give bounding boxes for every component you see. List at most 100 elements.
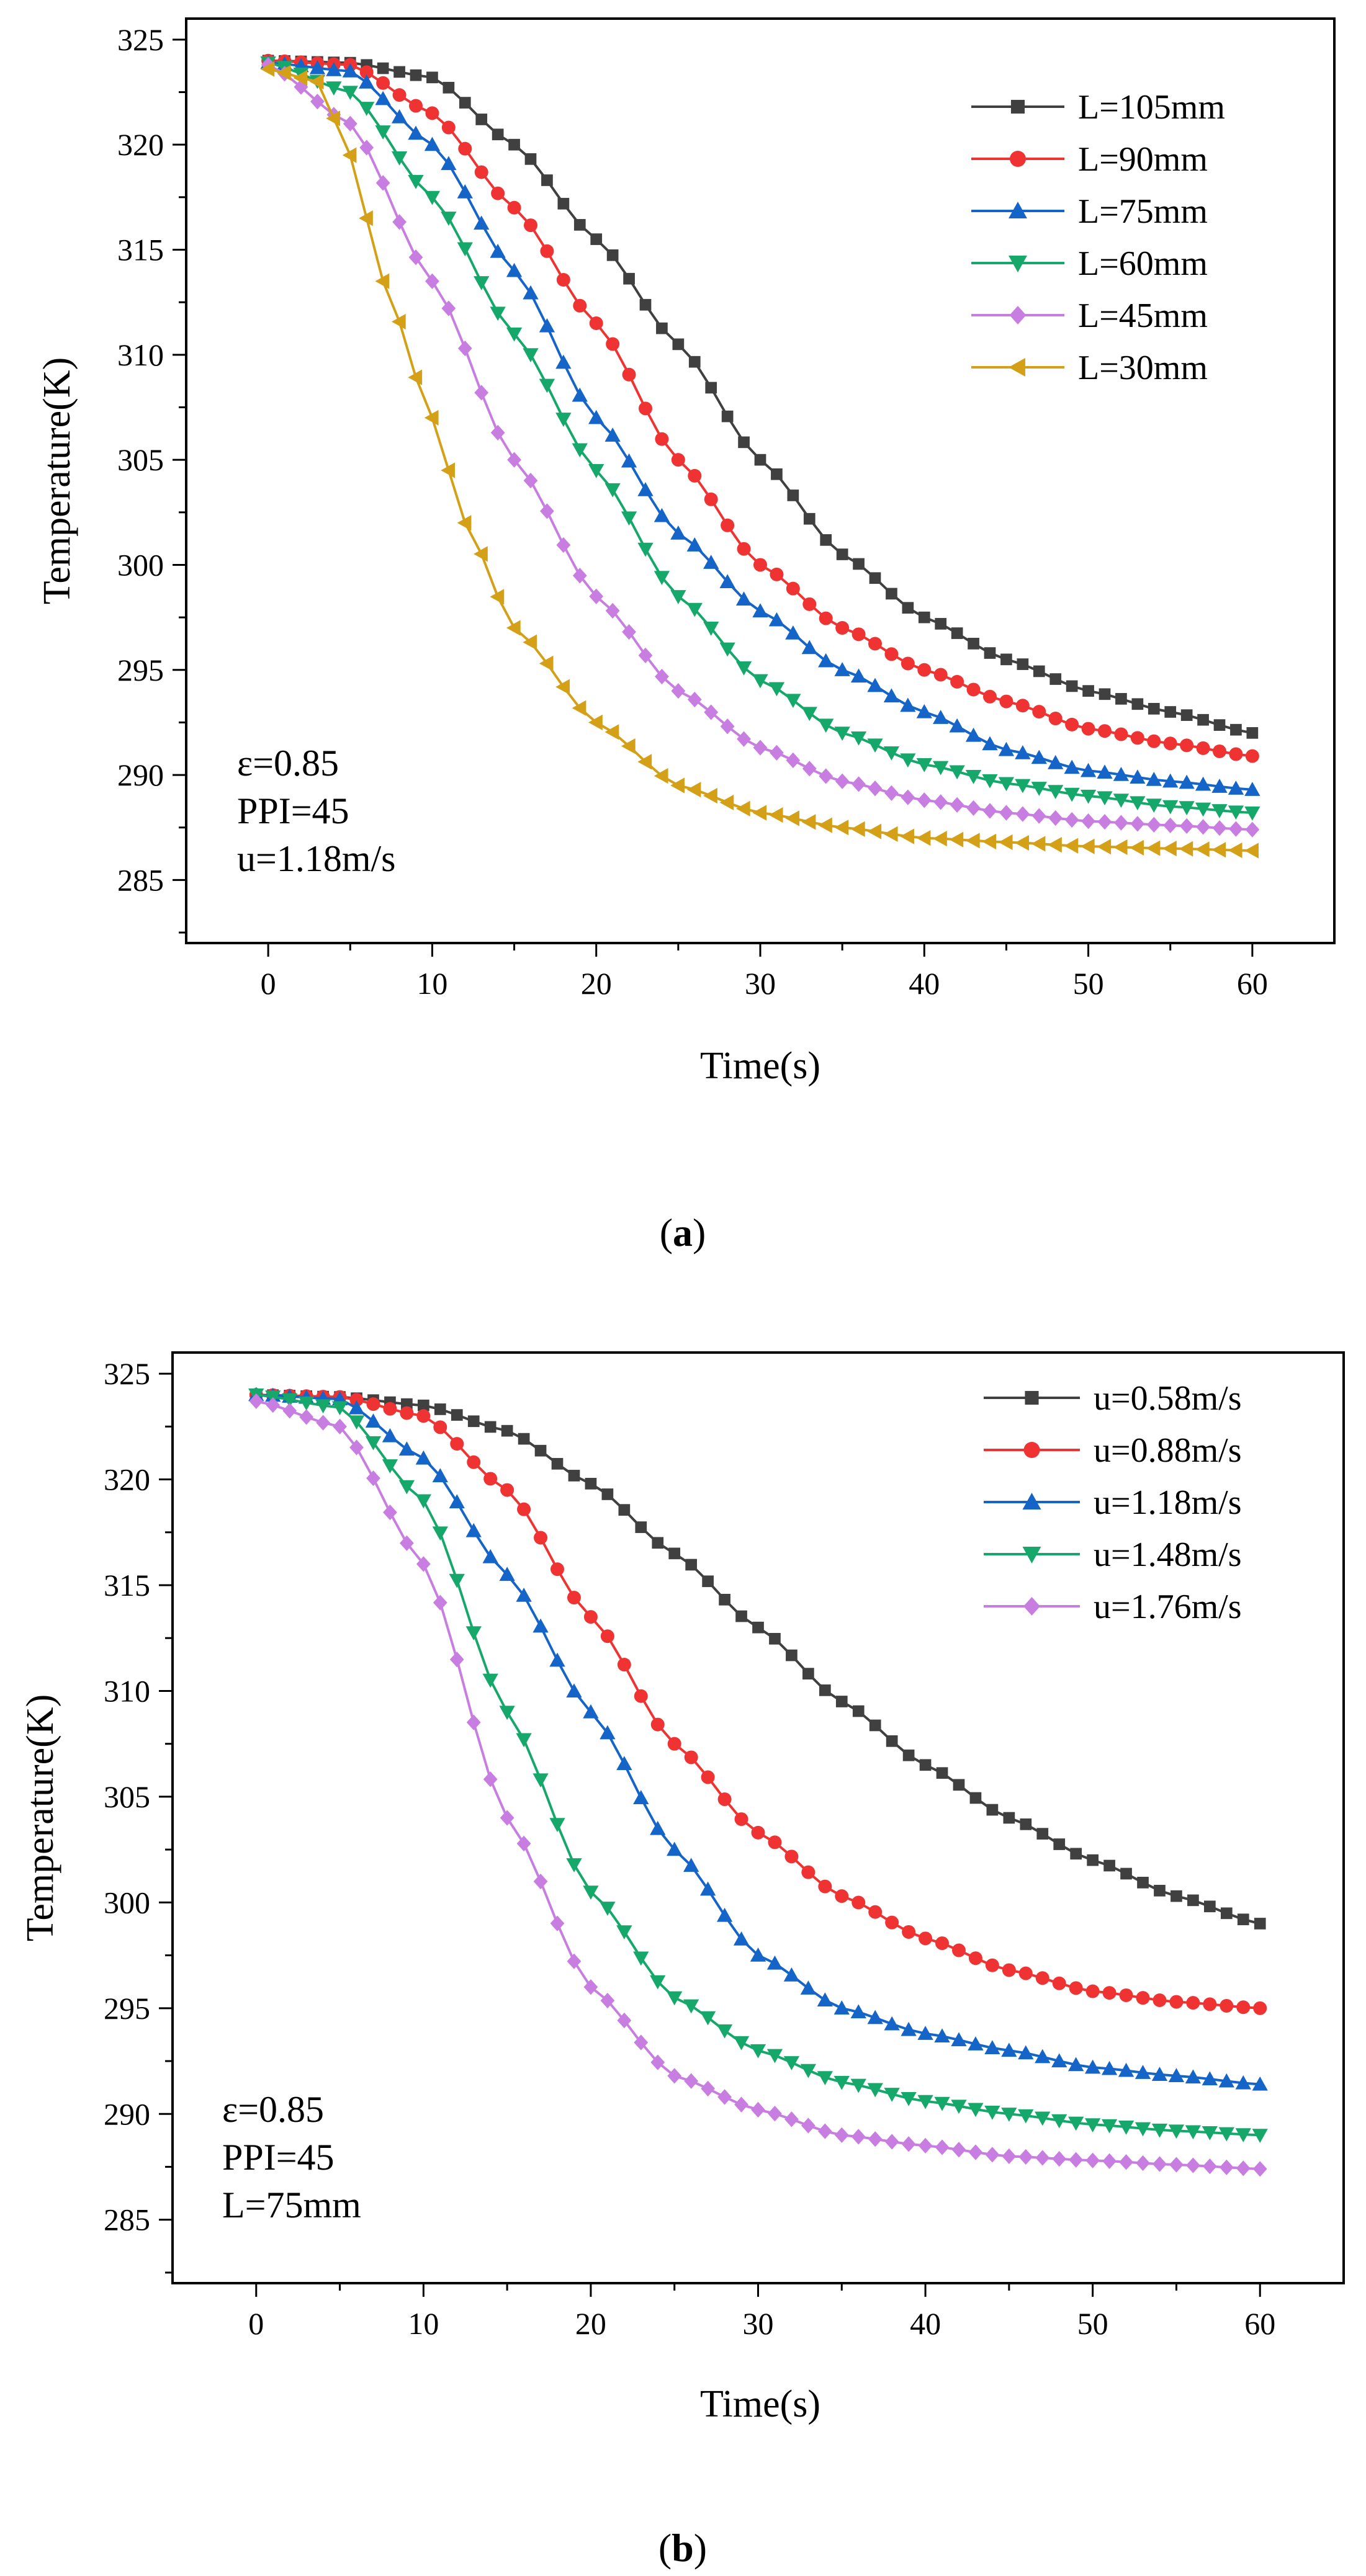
legend-a: L=105mm L=90mm L=75mm L=60mm L=45mm L=30mm — [971, 88, 1225, 387]
data-point — [490, 243, 506, 258]
data-point — [342, 63, 358, 78]
data-point — [867, 678, 883, 692]
data-point — [1048, 785, 1064, 799]
y-tick-label: 290 — [104, 2096, 150, 2131]
data-point — [754, 454, 766, 466]
data-point — [1185, 2069, 1202, 2084]
legend-label: u=1.48m/s — [1094, 1536, 1242, 1574]
data-point — [717, 1792, 732, 1807]
data-point — [383, 1402, 397, 1416]
data-point — [999, 694, 1013, 709]
data-point — [1253, 2001, 1267, 2015]
data-point — [1015, 699, 1030, 713]
data-point — [516, 1835, 531, 1852]
data-point — [884, 2088, 900, 2102]
data-point — [869, 572, 881, 584]
data-point — [834, 2000, 850, 2015]
series-group-b — [248, 1387, 1268, 2177]
data-point — [604, 483, 621, 498]
data-point — [524, 153, 537, 165]
data-point — [917, 2095, 933, 2109]
data-point — [687, 691, 702, 708]
data-point — [783, 1967, 800, 1982]
data-point — [850, 2004, 866, 2019]
data-point — [299, 1409, 314, 1425]
y-tick-label: 325 — [104, 1356, 150, 1391]
data-point — [1130, 769, 1146, 784]
legend-label: L=45mm — [1078, 297, 1208, 335]
y-tick-label: 315 — [104, 1568, 150, 1603]
data-point — [671, 682, 686, 699]
data-point — [1033, 665, 1045, 678]
data-point — [919, 1931, 933, 1946]
data-point — [449, 1494, 465, 1509]
data-point — [1228, 805, 1244, 820]
data-point — [1069, 2152, 1084, 2168]
data-point — [819, 768, 834, 784]
data-point — [1080, 763, 1097, 777]
data-point — [751, 1825, 765, 1840]
legend-item: L=45mm — [971, 297, 1208, 335]
data-point — [618, 1504, 631, 1516]
legend-marker — [1009, 358, 1025, 377]
data-point — [835, 773, 850, 789]
data-point — [1254, 1918, 1266, 1930]
data-point — [1186, 2157, 1200, 2173]
data-point — [965, 833, 980, 849]
data-point — [883, 688, 900, 703]
data-point — [901, 2021, 917, 2036]
data-point — [686, 537, 703, 552]
data-point — [299, 1396, 315, 1411]
data-point — [800, 2064, 817, 2078]
data-point — [770, 745, 784, 761]
data-point — [720, 718, 735, 735]
data-point — [753, 740, 768, 756]
data-point — [433, 1420, 447, 1434]
data-point — [650, 1975, 666, 1990]
y-tick-label: 310 — [104, 1673, 150, 1708]
y-tick-label: 300 — [117, 547, 164, 582]
data-point — [1146, 840, 1161, 856]
data-point — [836, 548, 848, 560]
data-point — [1163, 736, 1177, 751]
data-point — [393, 66, 405, 78]
data-point — [801, 640, 817, 655]
data-point — [901, 656, 915, 671]
data-point — [375, 91, 391, 105]
data-point — [326, 61, 342, 76]
data-point — [999, 805, 1013, 821]
data-point — [801, 1865, 816, 1879]
data-point — [583, 1885, 599, 1900]
data-point — [1135, 2122, 1151, 2137]
data-point — [588, 463, 604, 478]
data-point — [425, 273, 439, 289]
x-tick-label: 10 — [416, 966, 447, 1001]
series-L=75mm — [260, 55, 1260, 796]
data-point — [1228, 780, 1244, 795]
data-point — [1151, 2123, 1168, 2138]
data-point — [365, 1436, 382, 1451]
data-point — [785, 810, 799, 826]
data-point — [617, 2012, 632, 2029]
data-point — [1064, 759, 1080, 774]
data-point — [1151, 2067, 1168, 2081]
x-tick-label: 10 — [408, 2306, 439, 2341]
data-point — [966, 682, 981, 697]
data-point — [750, 1947, 766, 1962]
data-point — [949, 831, 964, 847]
data-point — [1164, 706, 1177, 718]
data-point — [441, 156, 457, 171]
data-point — [685, 1559, 698, 1571]
data-point — [508, 138, 520, 151]
data-point — [683, 1858, 699, 1872]
data-point — [1147, 734, 1161, 748]
data-point — [835, 621, 850, 635]
data-point — [550, 1562, 565, 1576]
data-point — [1015, 806, 1030, 822]
data-point — [735, 800, 750, 817]
data-point — [900, 828, 914, 844]
data-point — [850, 731, 867, 746]
data-point — [852, 1705, 865, 1717]
data-point — [818, 653, 834, 668]
data-point — [884, 2016, 900, 2031]
